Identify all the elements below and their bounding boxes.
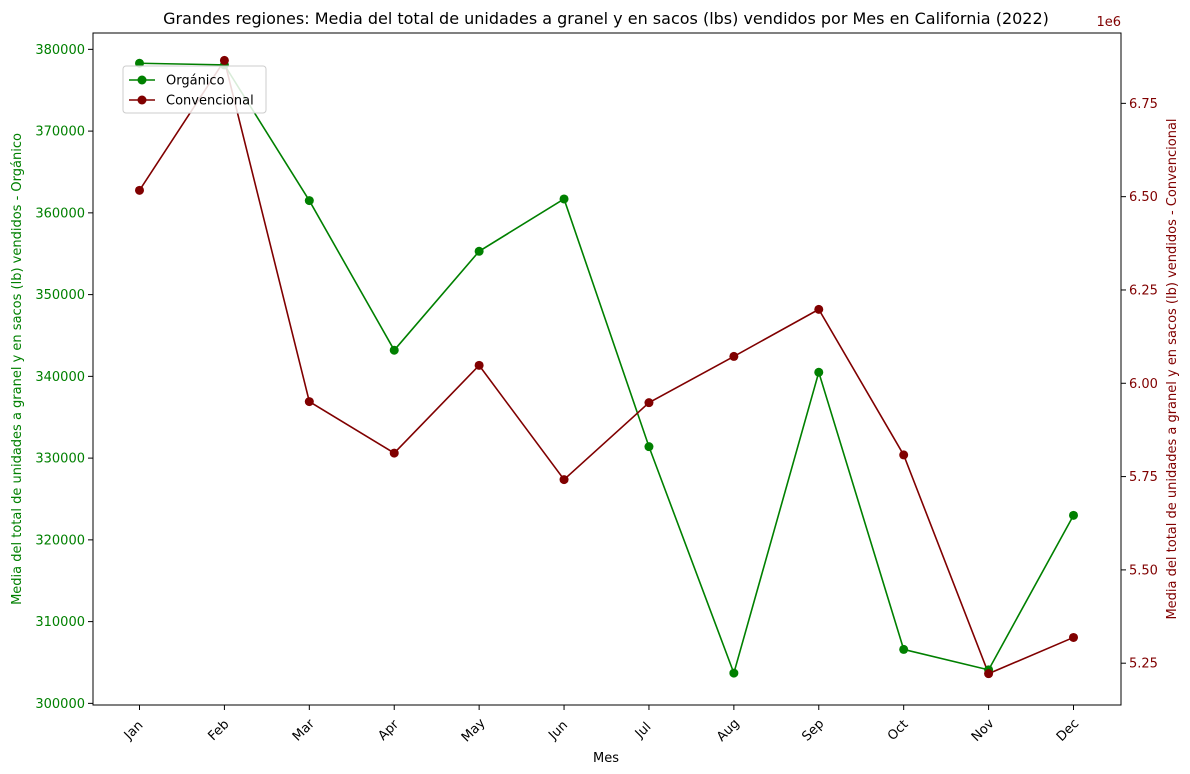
y-right-tick-label: 5.50 bbox=[1129, 563, 1158, 578]
x-axis: Jan Feb Mar Apr May Jun Jul Aug Sep Oct Nov Dec bbox=[121, 705, 1082, 745]
x-tick-label: Sep bbox=[799, 717, 827, 745]
y-left-tick-label: 310000 bbox=[35, 615, 85, 630]
x-tick-label: Nov bbox=[969, 716, 998, 745]
x-tick-label: Mar bbox=[290, 716, 318, 744]
y-right-tick-label: 6.25 bbox=[1129, 283, 1158, 298]
x-tick-label: Feb bbox=[205, 717, 232, 744]
y-right-tick-label: 5.25 bbox=[1129, 657, 1158, 672]
y-left-tick-label: 360000 bbox=[35, 206, 85, 221]
x-axis-label: Mes bbox=[593, 751, 619, 766]
plot-area bbox=[92, 32, 1122, 706]
series-markers bbox=[135, 55, 1078, 679]
x-tick-label: May bbox=[459, 716, 489, 746]
data-point-convencional bbox=[389, 448, 399, 458]
data-point-convencional bbox=[729, 351, 739, 361]
series-line-convencional bbox=[138, 58, 1074, 675]
y-left-tick-label: 380000 bbox=[35, 43, 85, 58]
data-point-organico bbox=[1069, 510, 1078, 520]
data-point-convencional bbox=[644, 398, 654, 408]
x-tick-label: Jun bbox=[545, 718, 571, 744]
data-point-organico bbox=[389, 345, 399, 355]
chart-title: Grandes regiones: Media del total de uni… bbox=[163, 9, 1049, 28]
data-point-convencional bbox=[984, 669, 994, 679]
data-point-organico bbox=[814, 367, 824, 377]
data-point-convencional bbox=[1069, 632, 1078, 642]
x-tick-label: Jan bbox=[121, 718, 146, 743]
legend-entry: Orgánico bbox=[166, 74, 225, 89]
y-axis-right-offset: 1e6 bbox=[1096, 15, 1121, 30]
y-right-tick-label: 6.00 bbox=[1129, 377, 1158, 392]
y-right-tick-label: 5.75 bbox=[1129, 470, 1158, 485]
data-point-organico bbox=[644, 442, 654, 452]
data-point-convencional bbox=[219, 55, 229, 65]
y-right-tick-label: 6.50 bbox=[1129, 190, 1158, 205]
y-axis-right: 5.25 5.50 5.75 6.00 6.25 6.50 6.75 bbox=[1121, 97, 1158, 672]
data-point-convencional bbox=[304, 397, 314, 407]
legend-marker bbox=[137, 95, 147, 105]
series-lines bbox=[138, 58, 1075, 676]
data-point-organico bbox=[135, 58, 144, 68]
x-tick-label: Jul bbox=[632, 720, 654, 742]
y-axis-left-label: Media del total de unidades a granel y e… bbox=[10, 133, 25, 605]
y-left-tick-label: 320000 bbox=[35, 533, 85, 548]
data-point-organico bbox=[729, 668, 739, 678]
data-point-organico bbox=[474, 246, 484, 256]
legend: Orgánico Convencional bbox=[122, 65, 267, 114]
x-tick-label: Aug bbox=[714, 716, 743, 745]
y-left-tick-label: 300000 bbox=[35, 697, 85, 712]
data-point-organico bbox=[304, 196, 314, 206]
y-axis-left: 300000 310000 320000 330000 340000 350000 3600… bbox=[35, 43, 93, 712]
data-point-convencional bbox=[474, 360, 484, 370]
data-point-convencional bbox=[814, 304, 824, 314]
legend-marker bbox=[137, 75, 147, 85]
series-line-organico bbox=[139, 62, 1075, 676]
data-point-convencional bbox=[899, 450, 909, 460]
data-point-organico bbox=[899, 644, 909, 654]
data-point-convencional bbox=[559, 475, 569, 485]
data-point-organico bbox=[559, 194, 569, 204]
x-tick-label: Apr bbox=[375, 717, 402, 744]
y-left-tick-label: 330000 bbox=[35, 452, 85, 467]
legend-box bbox=[122, 65, 267, 114]
data-point-convencional bbox=[135, 185, 144, 195]
y-left-tick-label: 340000 bbox=[35, 370, 85, 385]
x-tick-label: Oct bbox=[885, 717, 912, 744]
x-tick-label: Dec bbox=[1054, 716, 1082, 744]
y-axis-right-label: Media del total de unidades a granel y e… bbox=[1165, 118, 1180, 619]
y-right-tick-label: 6.75 bbox=[1129, 97, 1158, 112]
y-left-tick-label: 370000 bbox=[35, 125, 85, 140]
legend-entry: Convencional bbox=[166, 94, 254, 109]
plot-border bbox=[92, 32, 1122, 706]
y-left-tick-label: 350000 bbox=[35, 288, 85, 303]
